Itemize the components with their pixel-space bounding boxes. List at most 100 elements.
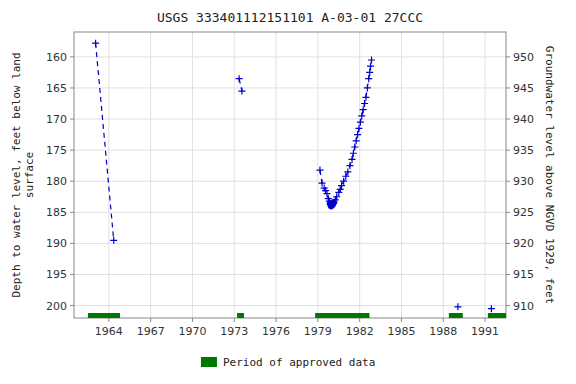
y-tick: [70, 119, 74, 120]
point: [366, 69, 373, 76]
x-tick-label: 1970: [178, 325, 206, 338]
series: [92, 40, 117, 244]
y2-axis-label: Groundwater level above NGVD 1929, feet: [543, 46, 556, 304]
y-tick-label: 190: [46, 237, 67, 250]
series-line: [320, 60, 372, 206]
x-tick: [108, 318, 109, 322]
grid-line-y: [74, 305, 506, 306]
point: [322, 187, 329, 194]
grid-line-y: [74, 119, 506, 120]
point: [346, 162, 353, 169]
point: [92, 40, 99, 47]
point: [488, 305, 495, 312]
legend-swatch: [201, 357, 217, 367]
approved-period: [237, 313, 244, 318]
y-tick: [70, 56, 74, 57]
x-tick-label: 1976: [262, 325, 290, 338]
y2-tick: [506, 150, 510, 151]
x-tick: [317, 318, 318, 322]
x-tick-label: 1979: [304, 325, 332, 338]
y2-tick-label: 945: [513, 82, 534, 95]
grid-line-x: [276, 32, 277, 318]
x-tick-label: 1973: [220, 325, 248, 338]
x-tick-label: 1985: [387, 325, 415, 338]
plot-frame: [74, 32, 506, 318]
y-tick-label: 180: [46, 175, 67, 188]
y-tick: [70, 87, 74, 88]
y-tick-label: 175: [46, 144, 67, 157]
grid-line-y: [74, 243, 506, 244]
y2-tick: [506, 87, 510, 88]
point: [355, 125, 362, 132]
series: [327, 199, 337, 209]
y2-tick-label: 940: [513, 113, 534, 126]
y-tick-label: 165: [46, 82, 67, 95]
grid-line-x: [150, 32, 151, 318]
point: [364, 84, 371, 91]
grid-line-y: [74, 181, 506, 182]
point: [349, 156, 356, 163]
point: [365, 75, 372, 82]
grid-line-y: [74, 150, 506, 151]
y-tick: [70, 274, 74, 275]
series: [236, 75, 246, 94]
x-tick: [150, 318, 151, 322]
y2-tick-label: 930: [513, 175, 534, 188]
y-tick-label: 185: [46, 206, 67, 219]
approved-period: [88, 313, 120, 318]
grid-line-x: [401, 32, 402, 318]
y2-tick: [506, 212, 510, 213]
x-tick-label: 1967: [137, 325, 165, 338]
x-tick: [485, 318, 486, 322]
point: [360, 106, 367, 113]
y2-tick-label: 920: [513, 237, 534, 250]
point: [316, 167, 323, 174]
y2-tick: [506, 119, 510, 120]
y-axis-label-line: surface: [23, 152, 36, 198]
grid-line-x: [359, 32, 360, 318]
chart: 1964196719701973197619791982198519881991…: [0, 0, 576, 384]
x-tick: [276, 318, 277, 322]
x-tick-label: 1991: [471, 325, 499, 338]
y-tick-label: 195: [46, 268, 67, 281]
grid-line-y: [74, 56, 506, 57]
series: [454, 303, 461, 310]
y-tick: [70, 150, 74, 151]
grid-line-y: [74, 212, 506, 213]
grid: [74, 32, 506, 318]
x-tick: [401, 318, 402, 322]
point: [337, 186, 344, 193]
y2-tick: [506, 274, 510, 275]
point: [351, 144, 358, 151]
approved-period: [449, 313, 463, 318]
grid-line-x: [108, 32, 109, 318]
point: [238, 88, 245, 95]
point: [344, 168, 351, 175]
y-tick: [70, 305, 74, 306]
y2-tick-label: 915: [513, 268, 534, 281]
y-axis-label: Depth to water level, feet below landsur…: [10, 52, 36, 297]
point: [331, 199, 337, 205]
y2-tick: [506, 305, 510, 306]
series-line: [96, 43, 114, 240]
x-tick-label: 1988: [429, 325, 457, 338]
grid-line-x: [443, 32, 444, 318]
point: [110, 237, 117, 244]
y-tick-label: 160: [46, 51, 67, 64]
point: [335, 189, 342, 196]
grid-line-y: [74, 274, 506, 275]
point: [358, 112, 365, 119]
point: [454, 303, 461, 310]
point: [362, 94, 369, 101]
legend: Period of approved data: [201, 356, 375, 369]
x-tick-label: 1964: [95, 325, 123, 338]
point: [236, 75, 243, 82]
grid-line-y: [74, 87, 506, 88]
y2-tick: [506, 243, 510, 244]
data: [92, 40, 495, 312]
series: [488, 305, 495, 312]
y-tick: [70, 181, 74, 182]
y2-tick-label: 910: [513, 300, 534, 313]
title: USGS 333401112151101 A-03-01 27CCC: [157, 10, 423, 25]
grid-line-x: [317, 32, 318, 318]
